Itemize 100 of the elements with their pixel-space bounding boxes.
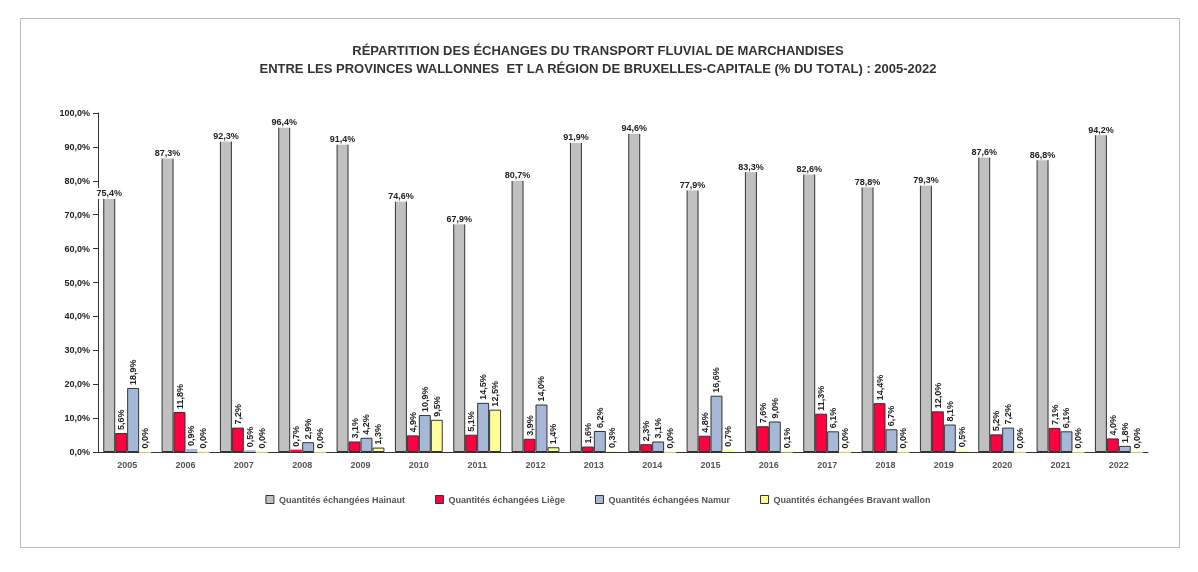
y-tick-label: 100,0% [59, 108, 90, 118]
data-label: 1,3% [373, 424, 384, 445]
x-tick-label: 2017 [817, 459, 838, 470]
data-label: 87,3% [154, 148, 181, 159]
data-label: 0,0% [1131, 427, 1142, 449]
data-label: 1,4% [548, 423, 559, 445]
data-label: 0,0% [198, 427, 209, 449]
x-tick-label: 2018 [875, 459, 896, 470]
data-label: 0,0% [665, 427, 676, 449]
data-label: 80,7% [504, 170, 531, 181]
data-label: 4,9% [407, 411, 418, 433]
y-tick-label: 0,0% [69, 447, 90, 457]
data-label: 86,8% [1029, 149, 1056, 160]
data-label: 0,0% [840, 427, 851, 449]
data-label: 0,7% [723, 426, 734, 447]
x-tick-label: 2013 [583, 459, 604, 470]
legend-label: Quantités échangées Hainaut [278, 494, 405, 505]
data-label: 6,7% [886, 405, 897, 427]
data-label: 77,9% [679, 179, 706, 190]
x-tick-label: 2005 [117, 459, 138, 470]
data-label: 0,0% [140, 427, 151, 449]
x-tick-label: 2022 [1108, 459, 1129, 470]
data-label: 14,5% [478, 374, 489, 400]
data-label: 94,2% [1088, 124, 1114, 135]
bar [185, 448, 198, 452]
data-label: 5,1% [466, 411, 477, 432]
data-label: 1,8% [1119, 422, 1130, 443]
data-label: 75,4% [96, 188, 122, 199]
data-label: 6,1% [1061, 407, 1072, 429]
data-label: 2,9% [303, 418, 314, 440]
data-label: 79,3% [913, 175, 939, 186]
data-label: 0,0% [315, 427, 326, 449]
x-tick-label: 2021 [1050, 459, 1071, 470]
data-label: 9,0% [769, 397, 780, 419]
data-label: 12,5% [490, 381, 501, 407]
data-label: 9,5% [431, 396, 442, 417]
data-label: 18,9% [128, 359, 139, 385]
legend-label: Quantités échangées Bravant wallon [773, 494, 931, 505]
data-label: 92,3% [213, 131, 239, 142]
data-label: 0,0% [1073, 427, 1084, 449]
y-tick-label: 90,0% [64, 141, 90, 152]
data-label: 74,6% [388, 191, 414, 202]
data-label: 0,0% [1015, 427, 1026, 449]
y-tick-label: 60,0% [64, 243, 90, 254]
data-label: 7,1% [1049, 404, 1060, 425]
data-label: 16,6% [711, 367, 722, 393]
data-label: 78,8% [854, 176, 881, 187]
data-label: 0,7% [291, 426, 302, 447]
data-label: 83,3% [738, 161, 764, 172]
data-label: 91,4% [329, 134, 356, 145]
data-label: 1,6% [582, 423, 593, 444]
data-label: 11,8% [174, 383, 185, 409]
data-label: 5,2% [991, 410, 1002, 432]
data-label: 6,1% [828, 407, 839, 429]
chart-title: RÉPARTITION DES ÉCHANGES DU TRANSPORT FLUVIAL DE MARCHANDISES ENTRE LES PROVINCES WALLONNES ET LA RÉGION DE BRUXELLES-CAPITALE (% DU TOTAL) : 2005-2022 [259, 42, 937, 76]
x-tick-label: 2015 [700, 459, 721, 470]
x-tick-label: 2010 [408, 459, 429, 470]
data-label: 14,0% [536, 376, 547, 402]
data-label: 0,9% [186, 425, 197, 446]
data-label: 4,8% [699, 412, 710, 433]
x-tick-label: 2007 [233, 459, 254, 470]
data-label: 0,5% [244, 426, 255, 448]
x-tick-label: 2006 [175, 459, 196, 470]
y-tick-label: 70,0% [64, 209, 90, 220]
y-tick-label: 50,0% [64, 277, 90, 288]
data-label: 91,9% [563, 132, 589, 143]
y-tick-label: 80,0% [64, 175, 90, 186]
data-label: 6,2% [594, 407, 605, 428]
data-label: 2,3% [641, 420, 652, 442]
data-label: 0,0% [256, 427, 267, 449]
data-label: 82,6% [796, 163, 822, 174]
y-tick-label: 10,0% [64, 413, 90, 424]
data-label: 7,6% [757, 402, 768, 424]
data-label: 0,1% [781, 427, 792, 449]
legend-label: Quantités échangées Liège [448, 494, 565, 505]
data-label: 8,1% [944, 401, 955, 422]
data-label: 3,1% [653, 417, 664, 439]
data-label: 3,1% [349, 417, 360, 439]
data-label: 14,4% [874, 374, 885, 401]
data-label: 87,6% [971, 147, 997, 158]
x-tick-label: 2016 [758, 459, 779, 470]
x-tick-label: 2019 [933, 459, 954, 470]
y-tick-label: 40,0% [64, 311, 90, 322]
x-tick-label: 2008 [292, 459, 313, 470]
data-label: 3,9% [524, 415, 535, 436]
data-label: 4,0% [1107, 414, 1118, 436]
y-tick-label: 20,0% [64, 379, 90, 390]
data-label: 94,6% [621, 123, 647, 134]
data-label: 7,2% [1003, 404, 1014, 425]
data-label: 0,5% [956, 426, 967, 448]
data-label: 5,6% [116, 409, 127, 431]
data-label: 0,0% [898, 427, 909, 449]
data-label: 12,0% [932, 382, 943, 409]
data-label: 67,9% [446, 213, 472, 224]
x-tick-label: 2009 [350, 459, 371, 470]
y-tick-label: 30,0% [64, 345, 90, 356]
data-label: 0,3% [606, 427, 617, 448]
x-tick-label: 2020 [992, 459, 1013, 470]
data-label: 96,4% [271, 117, 297, 128]
legend-label: Quantités échangées Namur [608, 494, 731, 505]
